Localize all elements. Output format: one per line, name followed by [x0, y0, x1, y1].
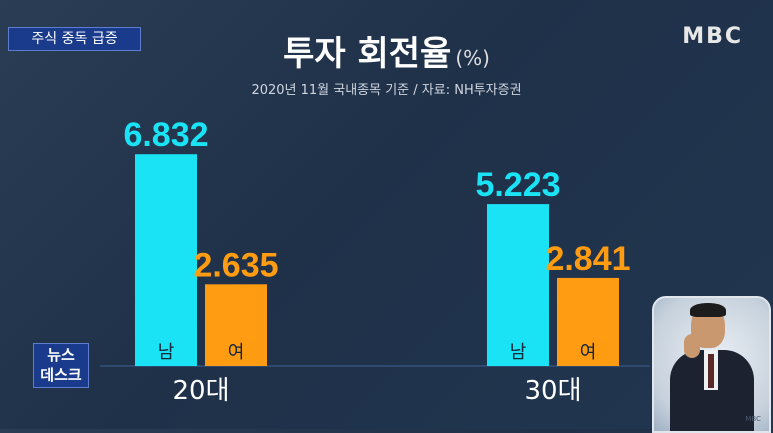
interpreter-logo: MBC [745, 415, 761, 423]
value-label-female-2: 2.841 [545, 240, 630, 278]
chart-subtitle: 2020년 11월 국내종목 기준 / 자료: NH투자증권 [251, 83, 522, 98]
value-label-male-2: 5.223 [475, 166, 560, 204]
bar-male-2 [487, 204, 549, 366]
news-desk-badge: 뉴스 데스크 [33, 343, 89, 388]
chart-unit: (%) [455, 46, 490, 70]
news-badge-line-2: 데스크 [40, 366, 82, 384]
bars-layer: 6.832 남 2.635 여 20대 5.223 남 2.841 여 30대 [123, 116, 630, 406]
bar-female-2 [557, 277, 619, 366]
value-label-male-1: 6.832 [123, 116, 208, 154]
series-label-female-1: 여 [228, 342, 245, 363]
chart-title-text: 투자 회전율 [283, 34, 452, 74]
bar-male-1 [135, 154, 197, 366]
chart-title: 투자 회전율 (%) [0, 26, 773, 75]
series-label-male-2: 남 [510, 342, 527, 363]
topic-badge: 주식 중독 급증 [8, 27, 141, 51]
broadcaster-logo: MBC [682, 24, 743, 49]
interpreter-hand [684, 334, 700, 358]
group-label-1: 20대 [172, 376, 229, 406]
interpreter-tie [708, 354, 714, 388]
interpreter-hair [690, 303, 726, 317]
bar-female-1 [205, 284, 267, 366]
group-label-2: 30대 [524, 376, 581, 406]
series-label-female-2: 여 [580, 342, 597, 363]
news-badge-line-1: 뉴스 [47, 346, 75, 364]
series-label-male-1: 남 [158, 342, 175, 363]
value-label-female-1: 2.635 [193, 246, 278, 284]
sign-language-interpreter: MBC [652, 296, 771, 433]
